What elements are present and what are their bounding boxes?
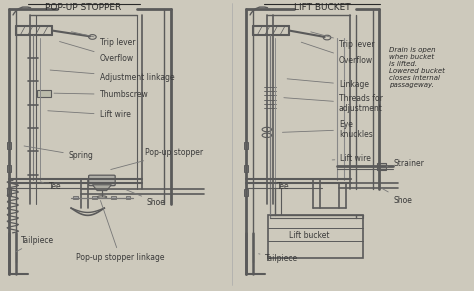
Text: Thumbscrew: Thumbscrew bbox=[54, 90, 148, 99]
Text: Tee: Tee bbox=[277, 182, 290, 191]
Bar bbox=[111, 196, 116, 199]
Bar bbox=[268, 215, 363, 258]
Bar bbox=[244, 189, 248, 196]
Polygon shape bbox=[92, 185, 111, 191]
Text: Trip lever: Trip lever bbox=[72, 32, 135, 47]
Text: Lift wire: Lift wire bbox=[332, 155, 371, 163]
Bar bbox=[244, 142, 248, 149]
Text: Overflow: Overflow bbox=[301, 42, 373, 65]
Text: Overflow: Overflow bbox=[60, 42, 134, 63]
Text: Eye
knuckles: Eye knuckles bbox=[283, 120, 373, 139]
Text: Tee: Tee bbox=[41, 182, 62, 191]
Text: Trip lever: Trip lever bbox=[311, 32, 374, 49]
Text: Spring: Spring bbox=[24, 146, 93, 160]
Bar bbox=[7, 142, 11, 149]
Text: Adjustment linkage: Adjustment linkage bbox=[50, 70, 174, 81]
Text: Lift wire: Lift wire bbox=[48, 111, 130, 119]
Bar bbox=[7, 165, 11, 172]
Text: Tailpiece: Tailpiece bbox=[16, 236, 55, 252]
Bar bbox=[7, 189, 11, 196]
Bar bbox=[126, 196, 130, 199]
Text: Linkage: Linkage bbox=[287, 79, 369, 89]
Bar bbox=[377, 163, 386, 170]
Text: Strainer: Strainer bbox=[387, 159, 424, 168]
Text: Drain is open
when bucket
is lifted.
Lowered bucket
closes internal
passageway.: Drain is open when bucket is lifted. Low… bbox=[389, 47, 445, 88]
Text: Shoe: Shoe bbox=[382, 188, 412, 205]
Bar bbox=[37, 90, 51, 97]
Text: Lift bucket: Lift bucket bbox=[289, 231, 329, 240]
Text: Shoe: Shoe bbox=[126, 190, 166, 207]
Text: POP-UP STOPPER: POP-UP STOPPER bbox=[45, 3, 121, 12]
Bar bbox=[73, 196, 78, 199]
Text: Pop-up stopper: Pop-up stopper bbox=[111, 148, 203, 170]
Text: Pop-up stopper linkage: Pop-up stopper linkage bbox=[76, 200, 164, 262]
Bar bbox=[92, 196, 97, 199]
Bar bbox=[244, 165, 248, 172]
Text: LIFT BUCKET: LIFT BUCKET bbox=[294, 3, 351, 12]
Text: Tailpiece: Tailpiece bbox=[259, 254, 299, 263]
FancyBboxPatch shape bbox=[89, 175, 115, 186]
Text: Threads for
adjustment: Threads for adjustment bbox=[284, 94, 383, 113]
